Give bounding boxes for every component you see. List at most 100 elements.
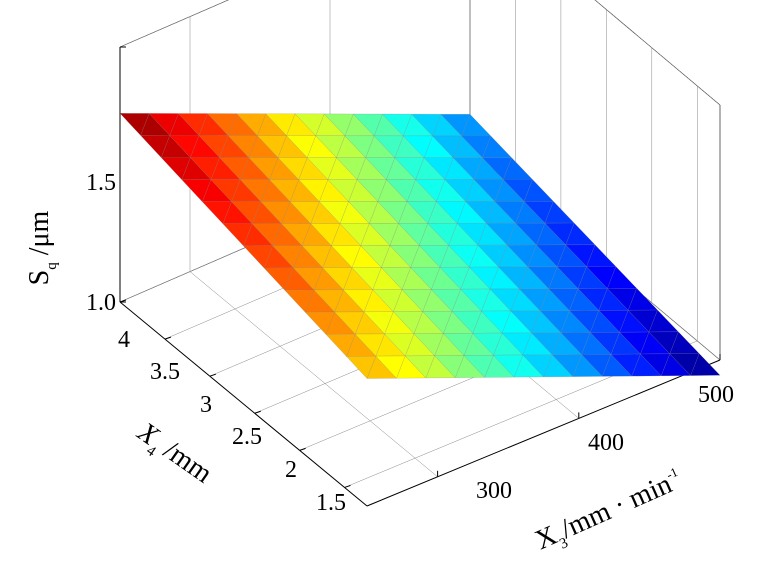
surface-facet <box>269 179 299 202</box>
surface-facet <box>281 223 311 247</box>
surface-facet <box>548 288 579 311</box>
surface-facet <box>148 113 179 136</box>
surface-facet <box>502 179 533 202</box>
surface-facet <box>119 113 150 136</box>
surface-facet <box>581 354 612 377</box>
surface-facet <box>354 333 385 357</box>
surface-facet <box>482 157 512 180</box>
surface-facet <box>380 267 411 290</box>
surface-facet <box>360 245 391 268</box>
x-axis-label: X3/mm · min-1 <box>531 464 689 561</box>
surface-facet <box>289 201 320 224</box>
surface-facet <box>501 332 532 356</box>
y-tick-mark <box>344 484 351 488</box>
z-axis-label: Sq /μm <box>24 210 60 285</box>
surface-facet <box>327 179 358 202</box>
y-tick-mark <box>164 336 172 340</box>
surface-facet <box>256 135 287 158</box>
surface-facet <box>313 289 344 313</box>
surface-facet <box>485 222 516 246</box>
surface-facet <box>606 288 637 311</box>
surface-facet <box>325 333 356 357</box>
surface-facet <box>527 266 558 290</box>
surface-facet <box>351 267 382 290</box>
surface-facet <box>536 244 566 268</box>
surface-facet <box>531 332 562 356</box>
surface-facet <box>310 223 341 246</box>
surface-facet <box>422 311 453 334</box>
surface-facet <box>306 157 337 180</box>
surface-facet <box>177 113 208 136</box>
surface-facet <box>434 355 465 379</box>
surface-facet <box>415 179 446 202</box>
surface-facet <box>489 288 520 312</box>
surface-facet <box>323 113 354 137</box>
surface-facet <box>492 354 524 378</box>
surface-facet <box>463 355 494 378</box>
surface-facet <box>248 157 279 180</box>
surface-facet <box>401 289 432 312</box>
y-axis-line <box>119 301 368 507</box>
surface-facet <box>348 201 379 224</box>
surface-facet <box>411 113 442 137</box>
surface-facet <box>336 157 366 180</box>
surface-facet <box>402 135 433 159</box>
y-tick-3.5: 3.5 <box>150 359 180 385</box>
surface-facet <box>577 288 608 311</box>
surface-facet <box>418 245 449 268</box>
surface-facet <box>277 157 308 180</box>
y-tick-3: 3 <box>200 392 212 418</box>
surface-facet <box>344 135 375 158</box>
surface-facet <box>227 135 258 158</box>
surface-facet <box>219 157 250 180</box>
surface-facet <box>639 353 671 377</box>
surface-facet <box>298 179 329 202</box>
surface-facet <box>239 179 270 202</box>
x-tick-400: 400 <box>588 430 624 456</box>
surface-facet <box>610 353 641 377</box>
surface-facet <box>648 331 679 355</box>
surface-facet <box>377 201 408 224</box>
surface-facet <box>207 113 237 136</box>
y-tick-mark <box>254 410 261 414</box>
surface-facet <box>263 267 294 291</box>
box-edge-top-back <box>119 0 229 48</box>
surface-facet <box>468 266 499 290</box>
surface-facet <box>465 201 496 224</box>
surface-facet <box>460 288 491 312</box>
surface-facet <box>384 333 415 357</box>
surface-facet <box>272 245 303 269</box>
surface-facet <box>598 310 629 333</box>
surface-facet <box>356 179 387 202</box>
z-tick-1.5: 1.5 <box>86 170 116 196</box>
surface-facet <box>539 310 570 333</box>
surface-facet <box>294 113 325 137</box>
grid-line-z <box>119 0 721 106</box>
surface-facet <box>318 201 349 224</box>
surface-facet <box>461 135 492 159</box>
surface-facet <box>389 245 420 268</box>
surface-facet <box>181 179 212 203</box>
surface-facet <box>265 113 296 136</box>
surface-facet <box>251 223 282 247</box>
surface-facet <box>619 331 650 355</box>
y-tick-1.5: 1.5 <box>316 490 346 516</box>
surface-facet <box>518 288 549 312</box>
surface-facet <box>423 157 454 180</box>
surface-facet <box>444 179 475 202</box>
y-tick-2.5: 2.5 <box>232 424 262 450</box>
surface-facet <box>301 245 332 269</box>
y-tick-4: 4 <box>118 327 130 353</box>
surface-facet <box>346 355 377 379</box>
surface-facet <box>472 332 503 356</box>
surface-facet <box>352 113 383 137</box>
y-tick-mark <box>299 447 306 451</box>
surface-facet <box>473 179 504 202</box>
surface-facet <box>569 310 600 333</box>
x-tick-500: 500 <box>698 382 734 408</box>
surface-facet <box>669 353 700 376</box>
surface-facet <box>432 135 462 159</box>
surface-facet <box>551 354 582 377</box>
surface-facet <box>198 135 229 158</box>
